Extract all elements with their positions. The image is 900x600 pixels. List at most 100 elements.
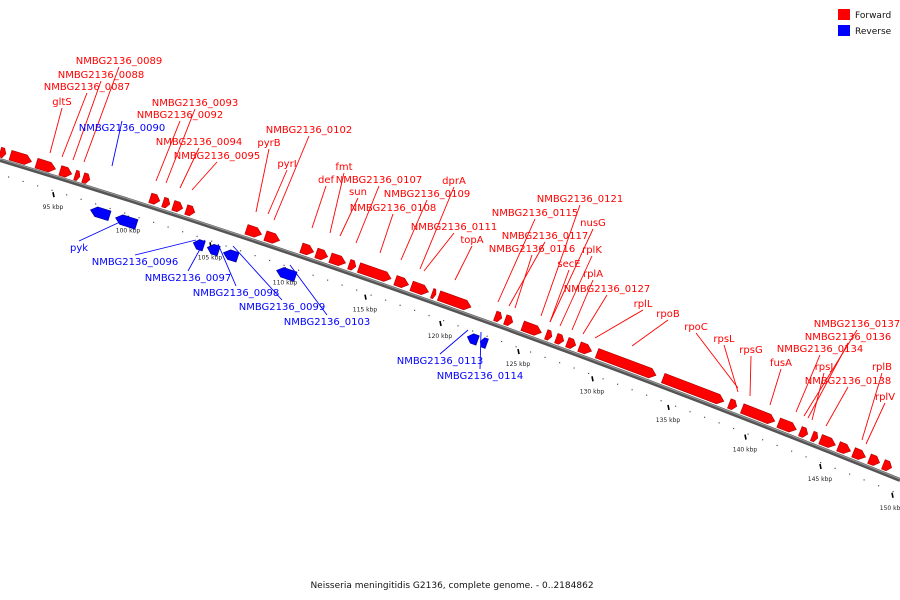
forward-gene-label: rpoB bbox=[656, 309, 680, 320]
forward-gene-arrow bbox=[8, 150, 32, 165]
gene-shape bbox=[727, 398, 738, 411]
minor-tick bbox=[399, 304, 401, 306]
gene-shape bbox=[577, 341, 593, 355]
minor-tick bbox=[225, 245, 227, 247]
label-leader-line bbox=[594, 309, 644, 339]
gene-shape bbox=[554, 333, 565, 345]
minor-tick bbox=[66, 194, 68, 196]
minor-tick bbox=[254, 255, 256, 257]
forward-gene-arrow bbox=[73, 169, 81, 182]
forward-gene-label: NMBG2136_0088 bbox=[58, 70, 144, 81]
forward-gene-label: topA bbox=[460, 235, 483, 246]
gene-shape bbox=[356, 262, 392, 282]
label-leader-line bbox=[78, 221, 121, 242]
label-leader-line bbox=[419, 186, 455, 270]
gene-shape bbox=[148, 192, 161, 205]
forward-gene-label: rplB bbox=[872, 362, 892, 373]
label-leader-line bbox=[769, 368, 782, 406]
minor-tick bbox=[602, 378, 604, 380]
minor-tick bbox=[428, 314, 430, 317]
forward-gene-arrow bbox=[409, 280, 429, 295]
forward-gene-arrow bbox=[299, 242, 315, 256]
label-leader-line bbox=[61, 92, 88, 158]
legend-forward-swatch bbox=[838, 9, 850, 20]
gene-shape bbox=[503, 314, 514, 326]
reverse-gene-label: NMBG2136_0114 bbox=[437, 371, 523, 382]
minor-tick bbox=[196, 235, 198, 238]
forward-gene-arrow bbox=[520, 320, 542, 336]
forward-gene-arrow bbox=[776, 417, 797, 433]
minor-tick bbox=[51, 189, 53, 191]
reverse-gene-arrow bbox=[115, 214, 139, 230]
gene-shape bbox=[34, 157, 57, 173]
forward-gene-label: NMBG2136_0116 bbox=[489, 244, 575, 255]
minor-tick bbox=[849, 473, 851, 475]
label-leader-line bbox=[454, 245, 473, 281]
label-leader-line bbox=[795, 354, 821, 413]
gene-shape bbox=[818, 434, 836, 448]
minor-tick bbox=[863, 479, 865, 481]
forward-gene-label: nusG bbox=[580, 218, 606, 229]
label-leader-line bbox=[273, 135, 310, 221]
forward-gene-arrow bbox=[263, 230, 281, 244]
reverse-gene-arrow bbox=[90, 206, 112, 222]
gene-shape bbox=[867, 453, 880, 466]
forward-gene-arrow bbox=[503, 314, 514, 326]
forward-gene-label: rplK bbox=[582, 245, 602, 256]
label-leader-line bbox=[49, 107, 63, 154]
minor-tick bbox=[747, 433, 749, 435]
label-leader-line bbox=[423, 232, 455, 272]
minor-tick bbox=[646, 394, 648, 396]
forward-gene-arrow bbox=[836, 441, 851, 454]
label-leader-line bbox=[329, 172, 345, 234]
label-leader-line bbox=[695, 332, 739, 389]
major-tick bbox=[591, 376, 594, 382]
forward-gene-arrow bbox=[544, 329, 553, 341]
forward-gene-arrow bbox=[161, 196, 171, 209]
forward-gene-arrow bbox=[58, 165, 73, 178]
label-leader-line bbox=[187, 239, 206, 272]
minor-tick bbox=[776, 444, 778, 447]
gene-shape bbox=[466, 333, 480, 346]
forward-gene-label: NMBG2136_0092 bbox=[137, 110, 223, 121]
forward-gene-label: NMBG2136_0089 bbox=[76, 56, 162, 67]
label-leader-line bbox=[155, 120, 181, 182]
label-leader-line bbox=[83, 66, 120, 163]
reverse-gene-arrow bbox=[466, 333, 480, 346]
legend-reverse-swatch bbox=[838, 25, 850, 36]
label-leader-line bbox=[191, 161, 218, 191]
gene-shape bbox=[479, 337, 489, 349]
label-leader-line bbox=[311, 185, 327, 229]
forward-gene-arrow bbox=[867, 453, 880, 466]
forward-gene-arrow bbox=[347, 259, 357, 271]
legend: Forward Reverse bbox=[838, 9, 892, 37]
forward-gene-arrow bbox=[184, 204, 196, 217]
label-leader-line bbox=[355, 185, 380, 244]
tick-label: 95 kbp bbox=[43, 204, 64, 211]
forward-gene-label: NMBG2136_0121 bbox=[537, 194, 623, 205]
gene-shape bbox=[58, 165, 73, 178]
label-leader-line bbox=[339, 197, 359, 237]
label-leader-line bbox=[559, 255, 593, 327]
label-leader-line bbox=[811, 372, 825, 421]
forward-gene-label: sun bbox=[349, 187, 367, 198]
gene-shape bbox=[81, 172, 91, 184]
forward-gene-label: NMBG2136_0109 bbox=[384, 189, 470, 200]
label-leader-line bbox=[289, 264, 328, 316]
gene-shape bbox=[328, 252, 347, 267]
minor-tick bbox=[791, 450, 793, 452]
forward-gene-arrow bbox=[148, 192, 161, 205]
reverse-gene-label: NMBG2136_0096 bbox=[92, 257, 178, 268]
gene-shape bbox=[184, 204, 196, 217]
forward-gene-arrow bbox=[881, 459, 893, 472]
minor-tick bbox=[385, 299, 387, 301]
minor-tick bbox=[443, 320, 445, 322]
label-leader-line bbox=[631, 319, 669, 347]
forward-gene-label: rplA bbox=[583, 269, 603, 280]
minor-tick bbox=[109, 207, 111, 210]
gene-labels: NMBG2136_0089 NMBG2136_0088NMBG2136_0087g… bbox=[44, 56, 900, 445]
label-leader-line bbox=[549, 228, 594, 323]
tick-label: 150 kbp bbox=[880, 505, 900, 512]
forward-gene-arrow bbox=[393, 275, 410, 288]
